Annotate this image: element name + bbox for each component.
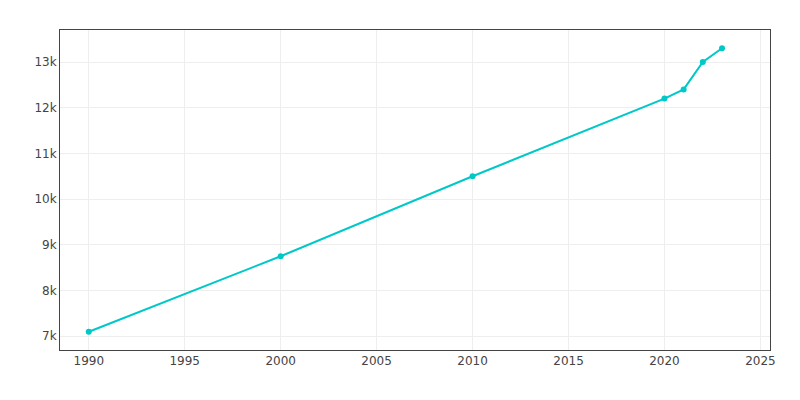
svg-text:12k: 12k (34, 101, 56, 115)
svg-text:7k: 7k (42, 329, 57, 343)
svg-text:1990: 1990 (74, 354, 105, 368)
svg-text:11k: 11k (34, 147, 56, 161)
svg-text:13k: 13k (34, 55, 56, 69)
svg-text:9k: 9k (42, 238, 57, 252)
svg-text:2015: 2015 (553, 354, 584, 368)
svg-text:2000: 2000 (265, 354, 296, 368)
svg-text:8k: 8k (42, 284, 57, 298)
svg-text:2025: 2025 (745, 354, 776, 368)
svg-text:10k: 10k (34, 192, 56, 206)
svg-text:2010: 2010 (457, 354, 488, 368)
svg-text:2020: 2020 (649, 354, 680, 368)
svg-text:1995: 1995 (169, 354, 200, 368)
svg-text:2005: 2005 (361, 354, 392, 368)
